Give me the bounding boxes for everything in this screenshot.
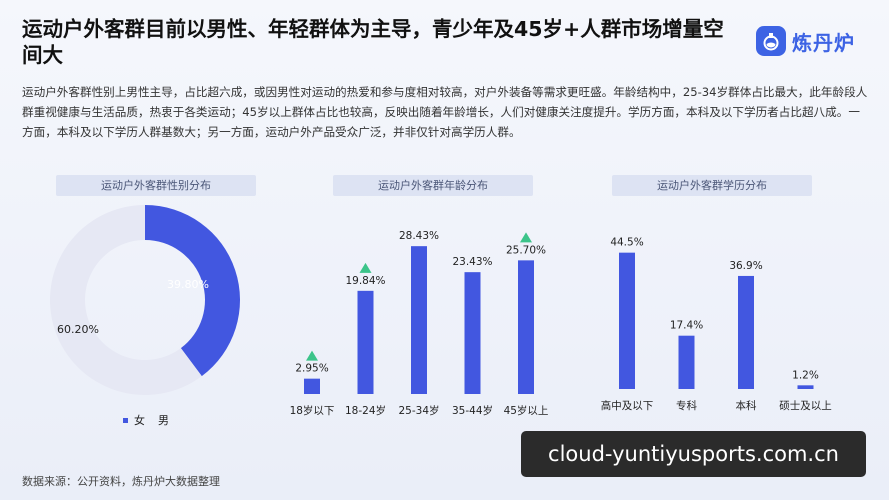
edu-value-label-2: 36.9% [729, 260, 762, 272]
gender-chart-title: 运动户外客群性别分布 [56, 175, 256, 196]
age-up-arrow-icon-4 [520, 232, 532, 243]
pie-value-label-0: 39.80% [167, 278, 209, 291]
age-category-label-1: 18-24岁 [345, 404, 386, 417]
age-category-label-0: 18岁以下 [290, 404, 335, 417]
age-bar-3 [464, 272, 481, 394]
age-category-label-2: 25-34岁 [398, 404, 439, 417]
edu-bar-0 [619, 252, 635, 389]
legend-label-1: 男 [158, 414, 169, 427]
age-value-label-1: 19.84% [345, 275, 385, 287]
brand: 炼丹炉 [756, 26, 855, 56]
age-bar-1 [357, 290, 374, 394]
age-value-label-4: 25.70% [506, 244, 546, 256]
edu-category-label-0: 高中及以下 [601, 399, 654, 412]
age-category-label-4: 45岁以上 [504, 404, 549, 417]
legend-label-0: 女 [134, 413, 145, 427]
edu-value-label-1: 17.4% [670, 320, 703, 332]
edu-category-label-1: 专科 [676, 399, 697, 412]
age-up-arrow-icon-1 [359, 262, 372, 273]
edu-bar-2 [738, 275, 754, 389]
age-value-label-3: 23.43% [452, 256, 492, 268]
flask-logo-icon [756, 26, 786, 56]
watermark-banner: cloud-yuntiyusports.com.cn [521, 431, 866, 477]
edu-bar-1 [678, 335, 695, 389]
age-up-arrow-icon-0 [306, 350, 318, 361]
description-text: 运动户外客群性别上男性主导，占比超六成，或因男性对运动的热爱和参与度相对较高，对… [22, 85, 868, 139]
source-note: 数据来源：公开资料，炼丹炉大数据整理 [22, 475, 220, 488]
age-value-label-2: 28.43% [399, 230, 439, 242]
edu-bar-3 [797, 385, 814, 389]
age-category-label-3: 35-44岁 [452, 404, 493, 417]
age-value-label-0: 2.95% [295, 363, 328, 375]
age-bar-2 [411, 246, 427, 394]
edu-category-label-2: 本科 [736, 399, 757, 412]
age-chart-title: 运动户外客群年龄分布 [333, 175, 533, 196]
brand-name: 炼丹炉 [792, 30, 855, 55]
pie-value-label-1: 60.20% [57, 323, 99, 336]
age-bar-4 [518, 260, 534, 394]
edu-category-label-3: 硕士及以上 [779, 399, 832, 412]
pie-slice-1 [50, 205, 202, 395]
pie-slice-0 [145, 205, 241, 377]
edu-value-label-3: 1.2% [792, 369, 819, 381]
age-bar-0 [304, 378, 320, 394]
legend-swatch-0 [123, 418, 128, 423]
education-chart-title: 运动户外客群学历分布 [612, 175, 812, 196]
edu-value-label-0: 44.5% [610, 237, 643, 249]
page-title: 运动户外客群目前以男性、年轻群体为主导，青少年及45岁+人群市场增量空间大 [22, 17, 724, 67]
